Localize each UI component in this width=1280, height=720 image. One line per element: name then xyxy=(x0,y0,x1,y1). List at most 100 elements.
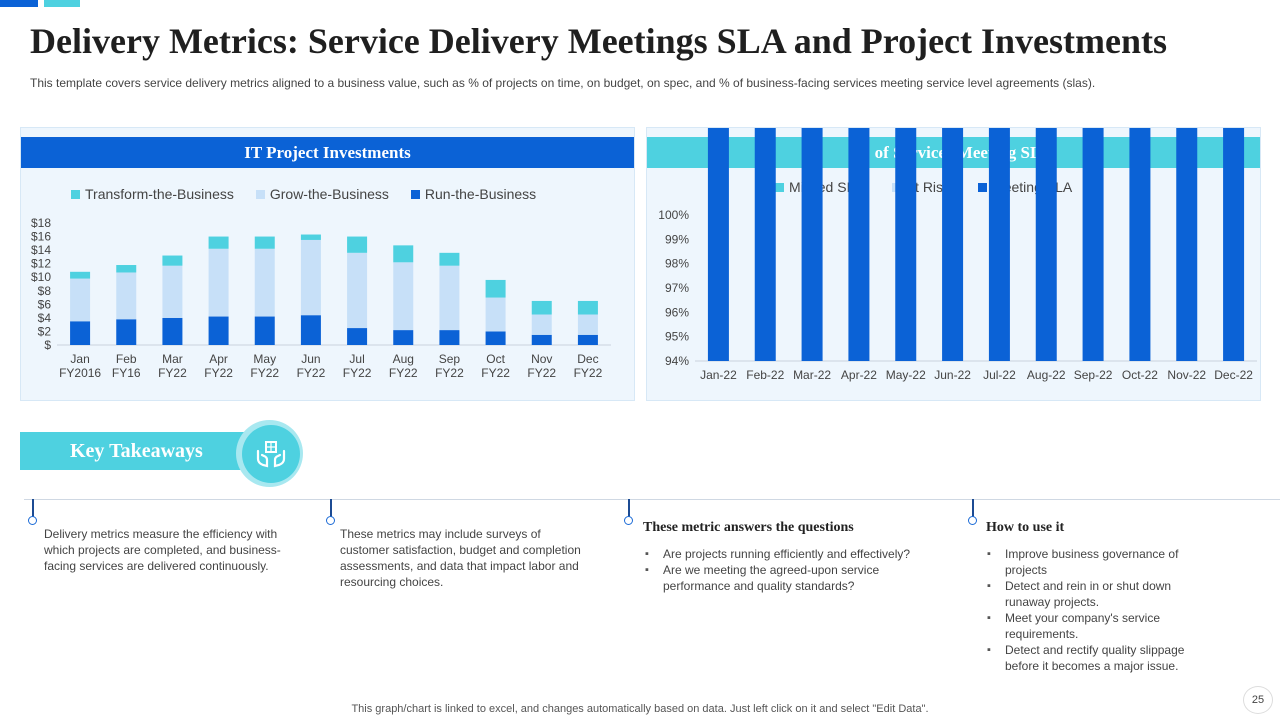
investments-bar-transform-the-business-11[interactable] xyxy=(531,300,552,315)
investments-x-tick-label: Jun xyxy=(301,352,320,366)
legend-label: Grow-the-Business xyxy=(269,186,389,202)
investments-bar-grow-the-business-12[interactable] xyxy=(577,314,598,335)
investments-bar-run-the-business-7[interactable] xyxy=(347,328,368,345)
investments-x-tick-label: Feb xyxy=(116,352,137,366)
investments-bar-transform-the-business-5[interactable] xyxy=(254,236,275,249)
sla-x-tick-label: Apr-22 xyxy=(841,368,877,382)
takeaways-icon-circle xyxy=(242,425,300,483)
list-item: Meet your company's service requirements… xyxy=(987,610,1217,642)
takeaway-list-3: Are projects running efficiently and eff… xyxy=(645,546,915,594)
sla-x-tick-label: Dec-22 xyxy=(1214,368,1253,382)
investments-bar-transform-the-business-10[interactable] xyxy=(485,279,506,298)
investments-bar-run-the-business-12[interactable] xyxy=(577,334,598,345)
investments-bar-grow-the-business-2[interactable] xyxy=(116,272,137,320)
investments-x-tick-label: Nov xyxy=(531,352,552,366)
sla-bar-meeting-sla-9[interactable] xyxy=(1082,128,1104,361)
sla-bar-meeting-sla-5[interactable] xyxy=(895,128,917,361)
sla-bar-meeting-sla-10[interactable] xyxy=(1129,128,1151,361)
sla-x-tick-label: Feb-22 xyxy=(746,368,784,382)
sla-y-tick-label: 94% xyxy=(665,354,689,368)
sla-bar-meeting-sla-7[interactable] xyxy=(988,128,1010,361)
timeline-dot-2 xyxy=(326,516,335,525)
investments-bar-run-the-business-6[interactable] xyxy=(300,315,321,345)
investments-x-tick-label: FY22 xyxy=(204,366,233,380)
sla-x-tick-label: Mar-22 xyxy=(793,368,831,382)
investments-bar-transform-the-business-1[interactable] xyxy=(70,271,91,279)
investments-bar-transform-the-business-8[interactable] xyxy=(393,245,414,263)
investments-y-tick-label: $14 xyxy=(31,243,51,257)
investments-y-tick-label: $10 xyxy=(31,270,51,284)
investments-bar-run-the-business-2[interactable] xyxy=(116,319,137,345)
page-subtitle: This template covers service delivery me… xyxy=(30,76,1096,90)
investments-bar-transform-the-business-7[interactable] xyxy=(347,236,368,253)
investments-bar-transform-the-business-2[interactable] xyxy=(116,265,137,273)
investments-bar-run-the-business-9[interactable] xyxy=(439,330,460,345)
investments-bar-run-the-business-8[interactable] xyxy=(393,330,414,345)
investments-bar-grow-the-business-5[interactable] xyxy=(254,248,275,317)
investments-bar-grow-the-business-3[interactable] xyxy=(162,265,183,318)
sla-y-tick-label: 95% xyxy=(665,330,689,344)
investments-bar-grow-the-business-4[interactable] xyxy=(208,248,229,317)
takeaway-list-4: Improve business governance of projects … xyxy=(987,546,1217,674)
investments-x-tick-label: Aug xyxy=(393,352,414,366)
investments-bar-grow-the-business-10[interactable] xyxy=(485,297,506,332)
investments-x-tick-label: Jul xyxy=(349,352,364,366)
investments-bar-transform-the-business-12[interactable] xyxy=(577,300,598,315)
investments-legend-run-the-business: Run-the-Business xyxy=(410,186,537,202)
legend-label: At Risk xyxy=(905,179,951,195)
investments-bar-transform-the-business-4[interactable] xyxy=(208,236,229,249)
accent-bar-blue xyxy=(0,0,38,7)
sla-bar-meeting-sla-3[interactable] xyxy=(801,128,823,361)
investments-x-tick-label: FY16 xyxy=(112,366,141,380)
sla-y-tick-label: 99% xyxy=(665,232,689,246)
sla-y-tick-label: 97% xyxy=(665,281,689,295)
investments-bar-grow-the-business-6[interactable] xyxy=(300,239,321,316)
it-investments-panel: IT Project Investments Transform-the-Bus… xyxy=(20,127,635,401)
sla-bar-meeting-sla-1[interactable] xyxy=(707,128,729,361)
investments-bar-run-the-business-3[interactable] xyxy=(162,317,183,345)
investments-bar-run-the-business-1[interactable] xyxy=(70,321,91,345)
investments-x-tick-label: Mar xyxy=(162,352,183,366)
it-investments-header: IT Project Investments xyxy=(21,137,634,168)
investments-legend-transform-the-business: Transform-the-Business xyxy=(71,186,234,202)
investments-bar-grow-the-business-11[interactable] xyxy=(531,314,552,335)
sla-bar-meeting-sla-11[interactable] xyxy=(1176,128,1198,361)
sla-bar-meeting-sla-4[interactable] xyxy=(848,128,870,361)
sla-x-tick-label: Jun-22 xyxy=(934,368,971,382)
investments-x-tick-label: Sep xyxy=(439,352,461,366)
investments-bar-transform-the-business-6[interactable] xyxy=(300,234,321,240)
footer-note: This graph/chart is linked to excel, and… xyxy=(351,703,929,715)
investments-y-tick-label: $18 xyxy=(31,216,51,230)
investments-x-tick-label: Oct xyxy=(486,352,505,366)
investments-bar-run-the-business-4[interactable] xyxy=(208,316,229,345)
investments-bar-run-the-business-11[interactable] xyxy=(531,334,552,345)
investments-x-tick-label: Jan xyxy=(70,352,89,366)
legend-swatch xyxy=(775,182,784,192)
page-number: 25 xyxy=(1243,686,1273,714)
investments-bar-grow-the-business-1[interactable] xyxy=(70,278,91,322)
investments-bar-grow-the-business-9[interactable] xyxy=(439,265,460,331)
sla-x-tick-label: Oct-22 xyxy=(1122,368,1158,382)
investments-bar-grow-the-business-8[interactable] xyxy=(393,262,414,331)
sla-bar-meeting-sla-6[interactable] xyxy=(942,128,964,361)
sla-chart[interactable]: 94% 95% 96% 97% 98% 99% 100% Jan-22 Feb-22 Mar-22… xyxy=(647,128,1262,402)
legend-swatch xyxy=(978,182,988,192)
sla-x-tick-label: May-22 xyxy=(886,368,926,382)
timeline-tick-1 xyxy=(32,499,34,519)
investments-bar-run-the-business-5[interactable] xyxy=(254,316,275,345)
timeline-dot-1 xyxy=(28,516,37,525)
investments-bar-transform-the-business-9[interactable] xyxy=(439,252,460,266)
timeline-tick-2 xyxy=(330,499,332,519)
investments-bar-grow-the-business-7[interactable] xyxy=(347,252,368,329)
sla-bar-meeting-sla-2[interactable] xyxy=(754,128,776,361)
timeline-tick-3 xyxy=(628,499,630,519)
legend-label: Run-the-Business xyxy=(424,186,537,202)
sla-bar-meeting-sla-8[interactable] xyxy=(1035,128,1057,361)
investments-bar-run-the-business-10[interactable] xyxy=(485,331,506,345)
investments-x-tick-label: Apr xyxy=(209,352,228,366)
sla-bar-meeting-sla-12[interactable] xyxy=(1223,128,1245,361)
investments-x-tick-label: FY22 xyxy=(389,366,418,380)
investments-y-tick-label: $4 xyxy=(38,311,52,325)
investments-bar-transform-the-business-3[interactable] xyxy=(162,255,183,266)
